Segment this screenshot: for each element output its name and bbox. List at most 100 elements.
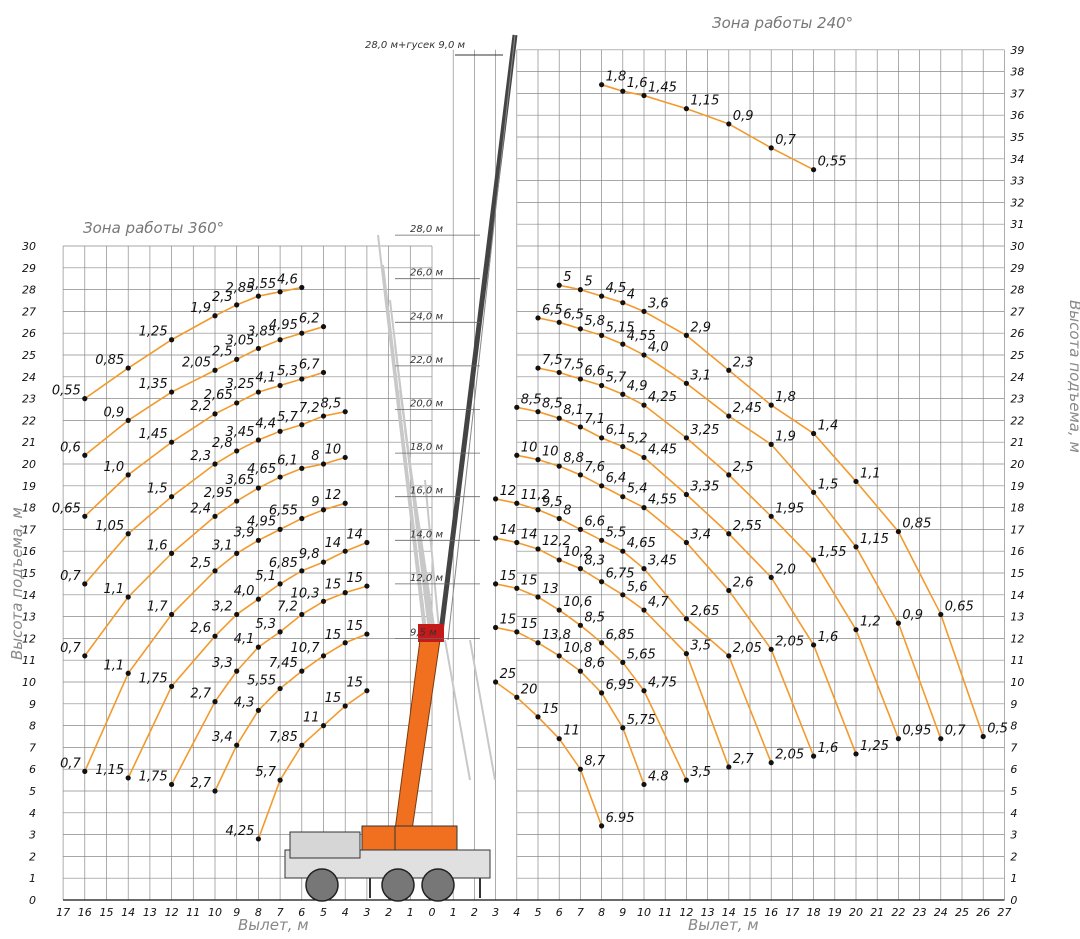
load-point — [299, 742, 305, 748]
x-tick-label-right: 21 — [870, 906, 884, 919]
load-point — [320, 653, 327, 659]
load-value-label: 5,6 — [627, 580, 648, 595]
load-point — [255, 644, 261, 650]
load-value-label: 5 — [584, 275, 592, 290]
load-value-label: 12 — [500, 484, 517, 499]
load-point — [320, 324, 327, 330]
load-value-label: 1,15 — [95, 763, 124, 778]
load-value-label: 1,4 — [818, 418, 839, 433]
load-point — [556, 463, 562, 469]
load-point — [234, 400, 240, 406]
load-value-label: 8,8 — [563, 451, 584, 466]
load-value-label: 0,65 — [945, 599, 974, 614]
load-point — [811, 167, 817, 173]
load-value-label: 0,65 — [52, 501, 81, 516]
load-value-label: 15 — [325, 578, 342, 593]
load-value-label: 0,7 — [60, 641, 81, 656]
load-value-label: 6,75 — [606, 567, 635, 582]
load-point — [212, 461, 218, 467]
load-value-label: 10 — [325, 442, 342, 457]
load-value-label: 2,3 — [212, 290, 233, 305]
crane-illustration — [284, 34, 518, 902]
x-axis-title-right: Вылет, м — [688, 916, 759, 934]
load-point — [620, 592, 626, 598]
load-value-label: 5,5 — [606, 525, 627, 540]
load-point — [82, 768, 88, 774]
load-value-label: 2,55 — [733, 519, 762, 534]
boom-length-labels: 28,0 м 26,0 м 24,0 м 22,0 м 20,0 м 18,0 м 16,0… — [395, 224, 480, 639]
load-value-label: 3,35 — [690, 480, 719, 495]
load-point — [169, 337, 175, 343]
y-tick-label-left: 12 — [22, 632, 36, 645]
load-value-label: 2,6 — [190, 621, 211, 636]
load-point — [853, 544, 859, 550]
load-point — [620, 659, 626, 665]
load-value-label: 1,95 — [775, 501, 804, 516]
load-point — [125, 531, 131, 537]
y-tick-label-left: 3 — [29, 829, 36, 842]
load-point — [212, 699, 218, 705]
boom-length-label: 26,0 м — [410, 268, 443, 279]
load-value-label: 3,25 — [225, 377, 254, 392]
load-value-label: 1,6 — [627, 76, 648, 91]
x-tick-label-left: 11 — [186, 906, 200, 919]
load-value-label: 10,8 — [563, 641, 592, 656]
load-value-label: 4,25 — [225, 824, 254, 839]
load-value-label: 4,45 — [648, 442, 677, 457]
load-point — [277, 526, 283, 533]
load-value-label: 12,2 — [542, 534, 571, 549]
load-value-label: 3,1 — [690, 368, 711, 383]
load-point — [535, 640, 541, 646]
load-value-label: 7,85 — [269, 730, 298, 745]
x-tick-label-right: 27 — [997, 906, 1011, 919]
y-tick-label-right: 26 — [1010, 327, 1024, 340]
boom-length-label: 14,0 м — [410, 529, 443, 540]
load-value-label: 10 — [542, 445, 559, 460]
load-point — [234, 302, 240, 308]
load-value-label: 8,5 — [542, 397, 563, 412]
load-value-label: 10,3 — [291, 586, 320, 601]
load-point — [726, 367, 732, 373]
load-value-label: 2,7 — [190, 687, 211, 702]
load-value-label: 2,0 — [775, 562, 796, 577]
y-tick-label-left: 15 — [22, 567, 36, 580]
load-points: 0,550,851,251,92,32,853,55 4,60,60,91,352… — [52, 70, 1008, 842]
load-value-label: 5,1 — [255, 569, 276, 584]
load-value-label: 15 — [500, 613, 517, 628]
load-point — [556, 282, 562, 288]
load-point — [234, 742, 240, 748]
load-point — [342, 703, 348, 709]
load-value-label: 4,3 — [234, 695, 255, 710]
y-tick-label-left: 18 — [22, 502, 36, 515]
load-point — [599, 332, 605, 338]
load-point — [125, 594, 131, 600]
load-point — [299, 515, 305, 522]
load-point — [620, 494, 626, 500]
y-tick-label-left: 29 — [22, 262, 36, 275]
load-value-label: 14 — [346, 527, 363, 542]
x-tick-label-left: 8 — [255, 906, 262, 919]
load-value-label: 3,1 — [212, 538, 233, 553]
load-point — [125, 775, 131, 781]
load-value-label: 10,2 — [563, 545, 592, 560]
load-point — [299, 465, 305, 471]
load-value-label: 6,6 — [584, 514, 605, 529]
load-value-label: 5,75 — [627, 713, 656, 728]
load-point — [577, 766, 584, 772]
load-value-label: 4,7 — [648, 595, 669, 610]
y-tick-label-right: 19 — [1010, 480, 1024, 493]
load-curve-left — [84, 456, 346, 657]
load-value-label: 3,4 — [690, 527, 711, 542]
load-point — [125, 365, 131, 371]
load-value-label: 4 — [627, 288, 635, 303]
y-tick-label-left: 24 — [22, 371, 36, 384]
load-value-label: 1,0 — [104, 460, 125, 475]
load-point — [599, 579, 605, 585]
load-point — [320, 598, 327, 604]
load-value-label: 6,5 — [563, 307, 584, 322]
y-tick-label-left: 11 — [22, 654, 36, 667]
load-value-label: 2,65 — [204, 388, 233, 403]
load-point — [255, 345, 261, 352]
load-point — [620, 341, 626, 347]
load-value-label: 6.95 — [606, 811, 635, 826]
